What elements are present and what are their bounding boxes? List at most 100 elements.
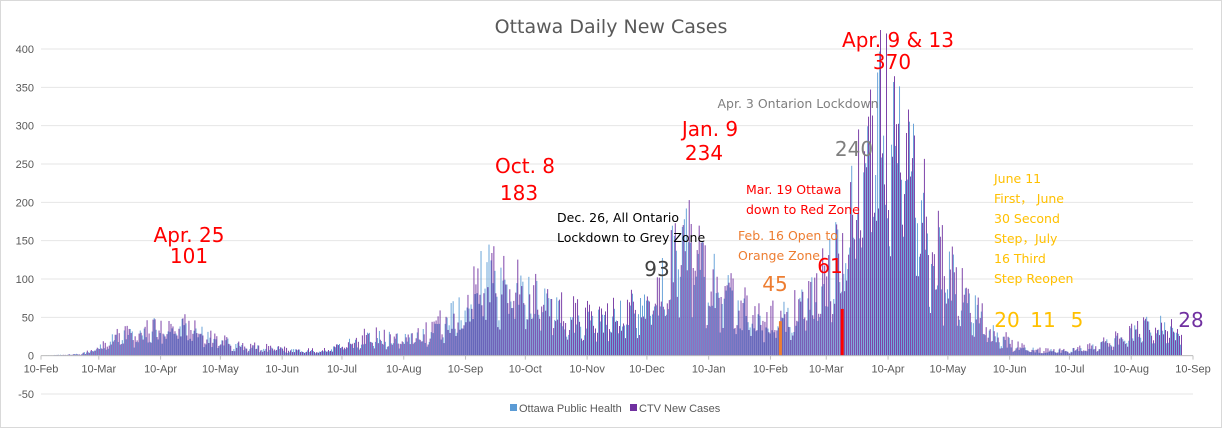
- bar: [680, 265, 682, 356]
- annotation-label: Mar. 19 Ottawa down to Red Zone: [746, 182, 860, 217]
- bar: [108, 345, 110, 356]
- bar: [590, 320, 592, 356]
- bar: [879, 51, 881, 356]
- bar: [826, 276, 828, 356]
- bar: [706, 325, 708, 356]
- bar: [785, 331, 787, 356]
- bar: [557, 319, 559, 356]
- bar: [1002, 336, 1004, 356]
- bar: [720, 296, 722, 356]
- bar: [343, 347, 345, 356]
- annotation-line: Apr. 9 & 13: [842, 28, 954, 52]
- bar: [738, 310, 740, 356]
- bar: [717, 292, 719, 356]
- y-tick-label: 400: [16, 44, 34, 56]
- bar: [1158, 329, 1160, 356]
- bar: [863, 172, 865, 356]
- bar: [1172, 327, 1174, 356]
- bar: [118, 333, 120, 356]
- bar: [1031, 349, 1033, 356]
- bar: [669, 299, 671, 356]
- bar: [807, 298, 809, 356]
- bar: [241, 345, 243, 356]
- bar: [909, 176, 911, 356]
- bar: [1128, 340, 1130, 356]
- bar: [1013, 350, 1015, 356]
- bar: [1088, 348, 1090, 356]
- bar: [228, 343, 230, 356]
- bar: [192, 333, 194, 356]
- bar: [1058, 349, 1060, 356]
- bar: [162, 333, 164, 356]
- bar: [174, 331, 176, 356]
- bar: [674, 223, 676, 356]
- bar: [981, 303, 983, 356]
- bar: [95, 349, 97, 356]
- bar: [363, 328, 365, 356]
- bar: [264, 350, 266, 356]
- bar: [935, 289, 937, 356]
- bar: [246, 348, 248, 356]
- bar: [1126, 343, 1128, 356]
- bar: [679, 276, 681, 356]
- bar: [152, 319, 154, 356]
- bar: [452, 301, 454, 356]
- bar: [1098, 349, 1100, 356]
- bar: [484, 288, 486, 356]
- bar: [273, 350, 275, 356]
- bar: [106, 346, 108, 356]
- bar: [154, 319, 156, 356]
- bar: [775, 337, 777, 356]
- bar: [461, 328, 463, 356]
- bar: [549, 316, 551, 356]
- bar: [120, 344, 122, 356]
- bar: [292, 352, 294, 356]
- bar: [509, 289, 511, 356]
- bar: [517, 259, 519, 356]
- bar: [895, 145, 897, 356]
- bar: [408, 337, 410, 356]
- bar: [1039, 347, 1041, 356]
- bar: [1113, 346, 1115, 356]
- bar: [320, 351, 321, 356]
- bar: [977, 297, 979, 356]
- bar: [739, 328, 741, 356]
- bar: [102, 341, 104, 356]
- bar: [755, 331, 757, 356]
- y-tick-label: 150: [16, 236, 34, 248]
- bar: [370, 342, 372, 356]
- bar: [996, 332, 998, 356]
- bar: [544, 288, 546, 356]
- bar: [783, 301, 785, 356]
- bar: [976, 304, 978, 356]
- bar: [1001, 348, 1003, 356]
- bar: [1121, 337, 1123, 356]
- bar: [681, 226, 683, 356]
- bar: [719, 332, 721, 356]
- bar: [455, 335, 457, 356]
- bar: [393, 336, 395, 356]
- bar: [823, 284, 825, 356]
- bar: [986, 342, 988, 356]
- bar: [282, 348, 284, 356]
- y-tick-label: 300: [16, 121, 34, 133]
- bar: [778, 327, 780, 356]
- bar: [618, 326, 620, 356]
- bar: [1165, 330, 1166, 356]
- bar: [573, 296, 575, 356]
- bar: [972, 323, 974, 356]
- bar: [369, 341, 371, 356]
- bar: [906, 132, 907, 356]
- bar: [967, 288, 969, 356]
- bar: [456, 332, 458, 356]
- bar: [837, 229, 839, 356]
- bar: [1010, 347, 1012, 356]
- bar: [168, 320, 170, 356]
- bar: [796, 320, 798, 356]
- bar: [1100, 342, 1102, 356]
- annotation-line: 101: [170, 244, 208, 268]
- bar: [386, 346, 388, 356]
- bar: [329, 351, 330, 356]
- bar: [232, 350, 234, 356]
- bar: [519, 294, 521, 356]
